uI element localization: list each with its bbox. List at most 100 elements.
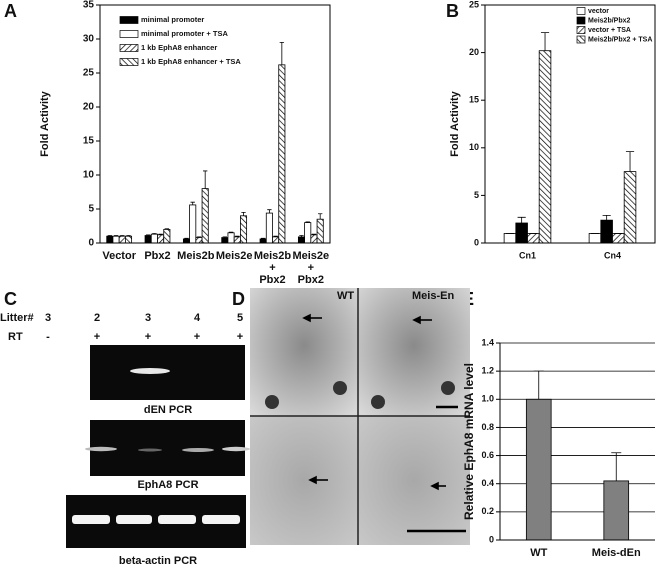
bar xyxy=(106,235,114,244)
legend-label: Meis2b/Pbx2 xyxy=(588,17,631,24)
bar xyxy=(150,233,158,244)
photo xyxy=(358,288,470,416)
eye xyxy=(265,395,279,409)
bar xyxy=(195,237,203,244)
x-tick-label: WT xyxy=(530,547,547,559)
error-bar xyxy=(625,151,635,172)
photo-label: WT xyxy=(337,290,354,302)
gel-band xyxy=(202,515,240,524)
bar xyxy=(189,204,197,244)
bar xyxy=(157,234,165,244)
y-tick-label: 5 xyxy=(88,204,94,215)
error-bar xyxy=(305,221,310,223)
bar xyxy=(272,236,280,244)
y-tick-label: 15 xyxy=(469,95,479,105)
gel-band xyxy=(222,446,250,452)
legend-swatch xyxy=(576,7,586,15)
legend-swatch xyxy=(576,16,586,25)
gel-band xyxy=(130,368,170,374)
error-bar xyxy=(196,236,202,238)
y-axis-label: Fold Activity xyxy=(449,90,461,156)
y-tick-label: 35 xyxy=(83,0,95,11)
error-bar xyxy=(113,235,119,237)
error-bar xyxy=(311,233,317,235)
error-bar xyxy=(158,233,163,235)
y-tick-label: 0 xyxy=(88,238,94,249)
bar xyxy=(144,235,152,244)
error-bar xyxy=(267,209,272,214)
gel-band xyxy=(138,448,162,452)
legend-label: vector xyxy=(588,8,609,15)
error-bar xyxy=(533,370,544,400)
error-bar xyxy=(299,235,304,237)
error-bar xyxy=(279,42,285,65)
panel-letter: C xyxy=(4,289,17,309)
litter-label: 3 xyxy=(45,312,51,324)
y-tick-label: 10 xyxy=(83,170,95,181)
gel-band xyxy=(85,446,117,452)
y-tick-label: 1.4 xyxy=(481,337,494,347)
bar xyxy=(182,238,191,244)
error-bar xyxy=(273,235,278,237)
photo xyxy=(250,416,358,545)
panel-letter: D xyxy=(232,289,245,309)
bar xyxy=(527,233,540,244)
embryo-panel: WT Meis-En xyxy=(250,288,470,545)
gel-title: dEN PCR xyxy=(144,404,192,416)
gel-image xyxy=(90,345,245,400)
bar xyxy=(265,212,273,244)
photo xyxy=(250,288,358,416)
error-bar xyxy=(184,237,189,239)
panel-letter: A xyxy=(4,1,17,21)
gel-band xyxy=(158,515,196,524)
x-tick-label: Cn4 xyxy=(604,250,621,260)
y-tick-label: 0.8 xyxy=(481,422,494,432)
x-tick-label: Meis2e xyxy=(216,250,253,262)
error-bar xyxy=(126,235,131,237)
axes xyxy=(484,4,656,244)
row-label: RT xyxy=(8,331,23,343)
rt-label: - xyxy=(46,331,50,343)
photo-label: Meis-En xyxy=(412,290,454,302)
error-bar xyxy=(317,213,323,220)
x-tick-label: Pbx2 xyxy=(144,250,170,262)
gel-image xyxy=(90,420,245,476)
panel-letters: A B C D E xyxy=(4,1,474,309)
legend-swatch xyxy=(119,16,139,24)
litter-label: 2 xyxy=(94,312,100,324)
legend-swatch xyxy=(119,30,139,38)
row-label: Litter# xyxy=(0,312,34,324)
gel-panel: Litter# RT dEN PCR EphA8 PCR beta-actin … xyxy=(0,312,250,567)
photo xyxy=(358,416,470,545)
bar xyxy=(227,232,235,244)
x-tick-label: Vector xyxy=(102,250,136,262)
y-tick-label: 25 xyxy=(83,68,95,79)
error-bar xyxy=(517,216,526,224)
legend-label: minimal promoter + TSA xyxy=(141,29,228,38)
bar xyxy=(515,222,528,244)
bar xyxy=(112,235,120,244)
bar xyxy=(239,215,248,244)
y-tick-label: 30 xyxy=(83,34,95,45)
bar xyxy=(304,222,312,244)
bar xyxy=(278,64,286,244)
rt-label: + xyxy=(145,331,151,343)
arrows xyxy=(302,313,446,491)
litter-label: 5 xyxy=(237,312,243,324)
rt-label: + xyxy=(237,331,243,343)
bar xyxy=(163,228,171,244)
bar xyxy=(503,233,517,244)
error-bar xyxy=(222,236,228,238)
bar xyxy=(316,218,324,244)
bar xyxy=(525,398,552,541)
error-bar xyxy=(241,212,246,216)
legend-label: 1 kb EphA8 enhancer + TSA xyxy=(141,57,241,66)
y-tick-label: 1.0 xyxy=(481,394,494,404)
eye xyxy=(371,395,385,409)
bar xyxy=(118,235,126,244)
eye xyxy=(441,381,455,395)
bar xyxy=(623,171,637,244)
x-tick-label: Meis-dEn xyxy=(592,547,641,559)
axes xyxy=(499,343,655,541)
